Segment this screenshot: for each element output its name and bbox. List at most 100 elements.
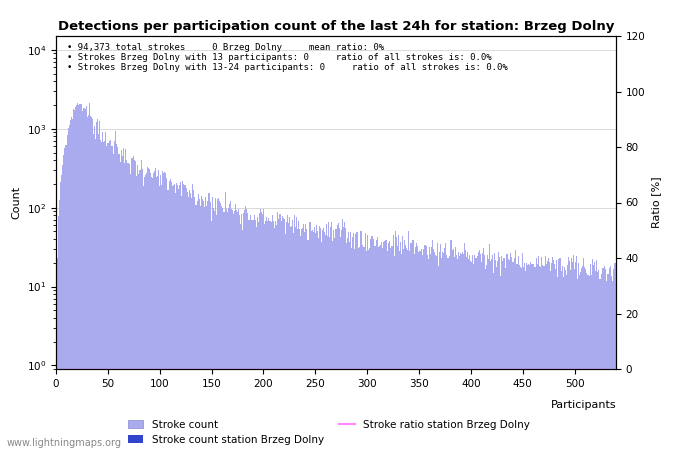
Bar (163, 173, 164, 450)
Bar (516, 264, 517, 450)
Bar (384, 241, 385, 450)
Bar (452, 250, 453, 450)
Bar (361, 231, 363, 450)
Bar (132, 158, 133, 450)
Bar (377, 237, 378, 450)
Bar (315, 233, 316, 450)
Bar (599, 279, 600, 450)
Bar (88, 115, 89, 450)
Bar (449, 240, 451, 450)
Bar (339, 228, 340, 450)
Bar (457, 259, 458, 450)
Bar (57, 216, 59, 450)
Bar (469, 255, 470, 450)
Bar (212, 197, 213, 450)
Bar (358, 248, 359, 450)
Bar (538, 256, 539, 450)
Bar (327, 236, 328, 450)
Bar (584, 267, 585, 450)
Bar (83, 108, 85, 450)
Bar (363, 247, 365, 450)
Bar (292, 220, 293, 450)
Bar (106, 146, 107, 450)
Bar (346, 243, 347, 450)
Bar (107, 143, 108, 450)
Bar (104, 141, 105, 450)
Bar (468, 259, 469, 450)
Bar (126, 160, 127, 450)
Bar (72, 119, 73, 450)
Bar (305, 225, 307, 450)
Bar (141, 169, 143, 450)
Bar (261, 212, 262, 450)
Bar (345, 229, 346, 450)
Bar (102, 132, 103, 450)
Bar (376, 239, 377, 450)
Bar (288, 224, 289, 450)
Bar (437, 243, 438, 450)
Bar (135, 161, 136, 450)
Bar (79, 104, 81, 450)
Bar (445, 243, 447, 450)
Bar (313, 232, 314, 450)
Bar (179, 185, 180, 450)
Bar (232, 210, 233, 450)
Bar (129, 164, 130, 450)
Bar (251, 220, 253, 450)
Bar (480, 254, 481, 450)
Bar (108, 143, 109, 450)
Bar (438, 266, 439, 450)
Bar (389, 241, 391, 450)
Bar (146, 173, 147, 450)
Bar (231, 210, 232, 450)
Bar (585, 269, 587, 450)
Bar (444, 248, 445, 450)
Bar (257, 217, 258, 450)
Bar (359, 247, 360, 450)
Bar (92, 119, 93, 450)
Bar (519, 265, 520, 450)
Bar (65, 145, 66, 450)
Bar (354, 248, 355, 450)
Bar (209, 193, 210, 450)
Bar (147, 166, 148, 450)
Bar (481, 262, 482, 450)
Bar (503, 258, 505, 450)
Bar (579, 274, 580, 450)
Bar (523, 267, 524, 450)
Bar (125, 149, 126, 450)
Bar (565, 270, 566, 450)
Bar (570, 270, 571, 450)
Bar (131, 158, 132, 450)
Bar (113, 141, 115, 450)
Stroke ratio station Brzeg Dolny (551, 366, 559, 372)
Bar (356, 232, 357, 450)
Bar (423, 249, 424, 450)
Bar (181, 196, 182, 450)
Bar (314, 227, 315, 450)
Bar (540, 267, 541, 450)
Bar (276, 225, 277, 450)
Bar (484, 255, 485, 450)
Bar (93, 134, 94, 450)
Bar (240, 224, 241, 450)
Bar (216, 215, 217, 450)
Bar (398, 235, 399, 450)
Bar (430, 254, 431, 450)
Bar (304, 232, 305, 450)
Bar (370, 239, 371, 450)
Bar (461, 254, 462, 450)
Bar (123, 148, 124, 450)
Bar (442, 252, 443, 450)
Bar (434, 252, 435, 450)
Bar (544, 266, 545, 450)
Bar (483, 248, 484, 450)
Bar (130, 174, 131, 450)
Bar (589, 264, 591, 450)
Bar (408, 231, 409, 450)
Bar (493, 273, 494, 450)
Bar (343, 227, 344, 450)
Bar (490, 261, 491, 450)
Bar (98, 134, 99, 450)
Bar (262, 214, 263, 450)
